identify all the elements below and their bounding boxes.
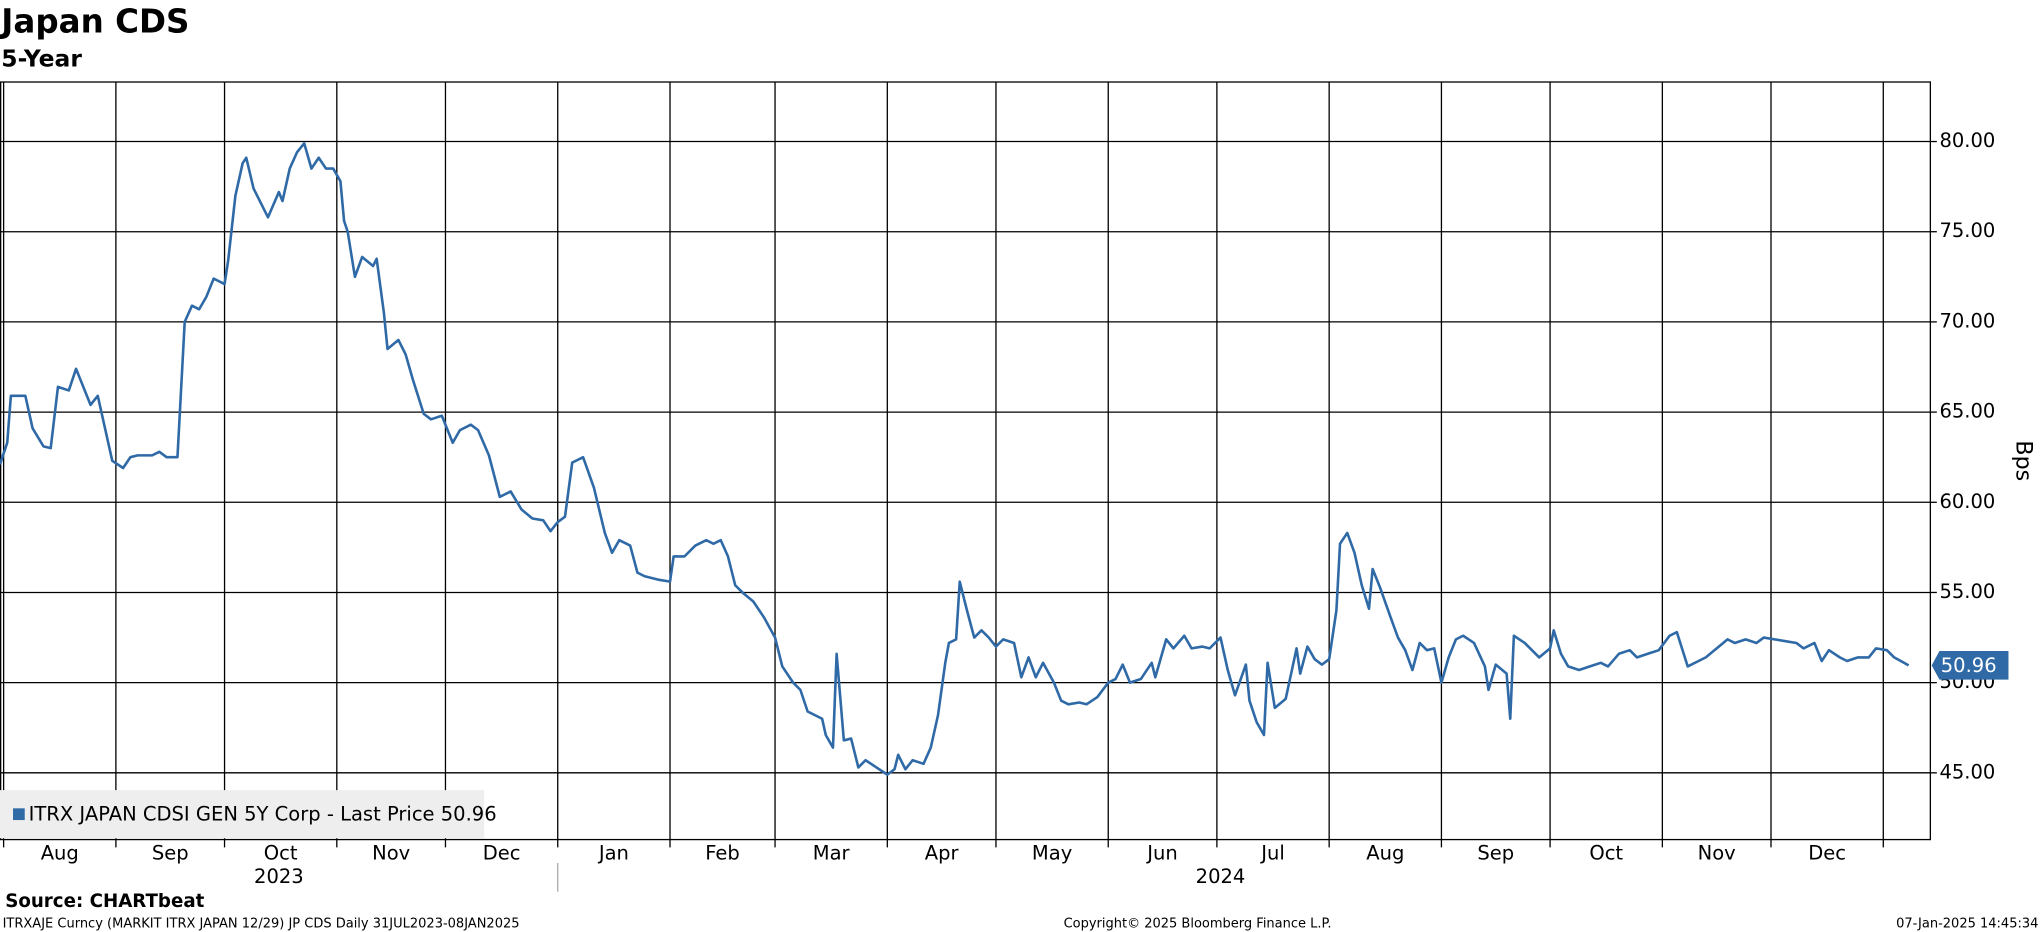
x-tick-label: Nov — [372, 841, 410, 864]
y-tick-label: 55.00 — [1939, 580, 1995, 603]
x-tick-label: Mar — [813, 841, 851, 864]
x-tick-label: May — [1032, 841, 1072, 864]
legend-swatch — [13, 808, 25, 821]
y-tick-label: 45.00 — [1939, 760, 1995, 783]
plot-frame — [0, 81, 1932, 841]
legend-box — [0, 790, 485, 839]
x-tick-label: Jul — [1259, 841, 1285, 864]
y-tick-label: 80.00 — [1939, 129, 1995, 152]
y-tick-label: 65.00 — [1939, 400, 1995, 423]
x-tick-label: Feb — [705, 841, 740, 864]
x-tick-label: Oct — [264, 841, 298, 864]
footer-right: 07-Jan-2025 14:45:34 — [1896, 917, 2038, 932]
y-tick-label: 70.00 — [1939, 309, 1995, 332]
y-axis-label: Bps — [2010, 440, 2036, 481]
x-group-label: 2024 — [1196, 865, 1246, 888]
footer-center: Copyright© 2025 Bloomberg Finance L.P. — [1064, 917, 1332, 932]
x-tick-label: Jan — [597, 841, 629, 864]
x-tick-label: Oct — [1589, 841, 1623, 864]
chart-subtitle: 5-Year — [1, 44, 82, 72]
y-tick-label: 60.00 — [1939, 490, 1995, 513]
chart-title: Japan CDS — [0, 2, 189, 40]
x-group-label: 2023 — [254, 865, 304, 888]
legend-label: ITRX JAPAN CDSI GEN 5Y Corp - Last Price… — [29, 802, 497, 825]
x-tick-label: Sep — [152, 841, 189, 864]
last-value-tag — [1931, 651, 2009, 680]
x-tick-label: Aug — [41, 841, 79, 864]
source: Source: CHARTbeat — [5, 891, 204, 912]
y-tick-label: 75.00 — [1939, 219, 1995, 242]
line-series — [0, 142, 1910, 776]
x-tick-label: Dec — [483, 841, 521, 864]
footer-left: ITRXAJE Curncy (MARKIT ITRX JAPAN 12/29)… — [3, 917, 520, 932]
x-tick-label: Jun — [1145, 841, 1178, 864]
last-value-label: 50.96 — [1941, 654, 1997, 677]
x-tick-label: Dec — [1808, 841, 1846, 864]
x-tick-label: Apr — [925, 841, 960, 864]
x-tick-label: Nov — [1698, 841, 1736, 864]
x-tick-label: Sep — [1477, 841, 1514, 864]
x-tick-label: Aug — [1366, 841, 1404, 864]
